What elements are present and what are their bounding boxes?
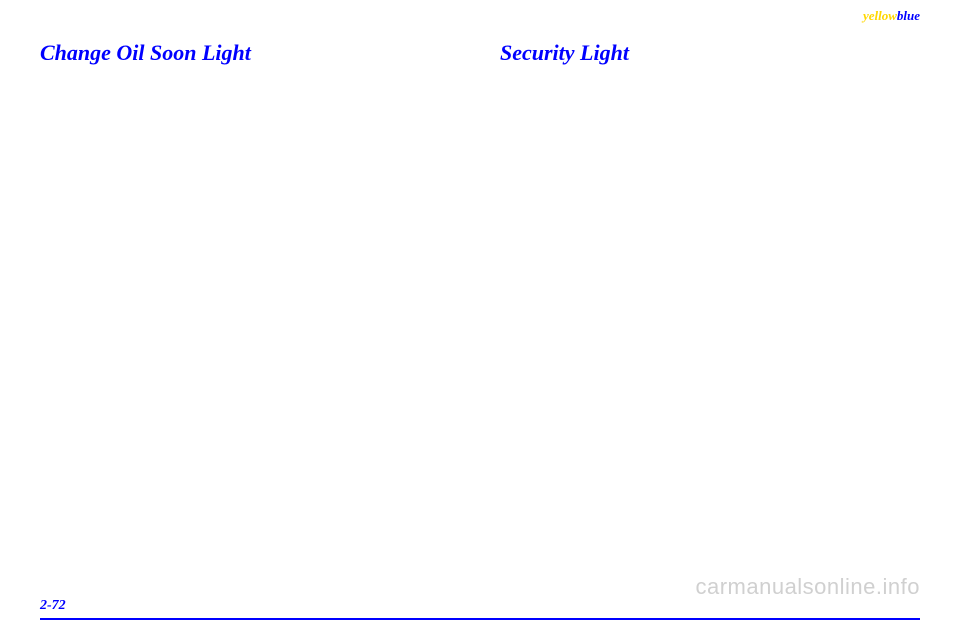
left-column: Change Oil Soon Light — [40, 40, 460, 86]
right-heading: Security Light — [500, 40, 920, 66]
right-column: Security Light — [500, 40, 920, 86]
brand-blue-text: blue — [897, 8, 920, 23]
left-heading: Change Oil Soon Light — [40, 40, 460, 66]
watermark-text: carmanualsonline.info — [695, 574, 920, 600]
header-brand: yellowblue — [863, 8, 920, 24]
brand-yellow-text: yellow — [863, 8, 897, 23]
footer: 2-72 — [40, 598, 920, 620]
page-number: 2-72 — [40, 598, 920, 614]
footer-line — [40, 618, 920, 620]
content-area: Change Oil Soon Light Security Light — [0, 0, 960, 86]
